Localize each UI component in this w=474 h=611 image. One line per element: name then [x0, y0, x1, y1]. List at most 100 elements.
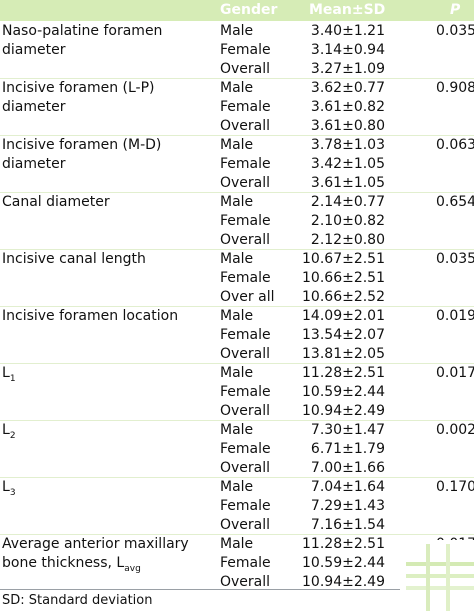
group-divider	[0, 249, 474, 250]
parameter-label-main: L	[2, 479, 10, 495]
group-divider	[0, 192, 474, 193]
mean-sd-cell: 10.66±2.52	[302, 289, 385, 305]
table-row: L2 Male 7.30±1.47 0.002	[0, 421, 474, 441]
gender-cell: Male	[220, 194, 254, 210]
mean-sd-cell: 10.94±2.49	[302, 403, 385, 419]
parameter-label-text: Average anterior maxillary	[2, 536, 189, 552]
gender-cell: Overall	[220, 517, 271, 533]
parameter-label-text: Incisive foramen (L-P)	[2, 80, 155, 96]
mean-sd-cell: 3.27±1.09	[310, 61, 385, 77]
parameter-label-text: Incisive foramen location	[2, 308, 179, 324]
table-row: Female 2.10±0.82	[0, 212, 474, 231]
mean-sd-cell: 3.61±1.05	[310, 175, 385, 191]
gender-cell: Female	[220, 498, 271, 514]
mean-sd-cell: 7.00±1.66	[310, 460, 385, 476]
table-row: diameter Female 3.61±0.82	[0, 98, 474, 117]
gender-cell: Male	[220, 479, 254, 495]
p-value-cell: 0.019	[436, 308, 474, 324]
gender-cell: Female	[220, 99, 271, 115]
table-row: L1 Male 11.28±2.51 0.017	[0, 364, 474, 384]
p-value-cell: 0.9086	[436, 80, 474, 96]
gender-cell: Overall	[220, 61, 271, 77]
group-divider	[0, 477, 474, 478]
table-row: Incisive foramen location Male 14.09±2.01 0…	[0, 307, 474, 326]
mean-sd-cell: 7.29±1.43	[310, 498, 385, 514]
p-value-cell: 0.170	[436, 479, 474, 495]
table-row: Canal diameter Male 2.14±0.77 0.6546	[0, 193, 474, 212]
table-row: Overall 2.12±0.80	[0, 231, 474, 250]
parameter-label-text: bone thickness, L	[2, 555, 125, 571]
table-row: Incisive canal length Male 10.67±2.51 0.035…	[0, 250, 474, 269]
group-divider	[0, 420, 474, 421]
gender-cell: Male	[220, 308, 254, 324]
mean-sd-cell: 11.28±2.51	[302, 365, 385, 381]
table-row: Female 6.71±1.79	[0, 440, 474, 459]
parameter-label: Naso-palatine foramen	[2, 22, 162, 41]
table-header: Gender Mean±SD P	[0, 0, 474, 21]
gender-cell: Female	[220, 441, 271, 457]
table-row: diameter Female 3.42±1.05	[0, 155, 474, 174]
table-row: Over all 10.66±2.52	[0, 288, 474, 307]
parameter-label-text: diameter	[2, 156, 66, 172]
table-row: Overall 3.61±0.80	[0, 117, 474, 136]
gender-cell: Male	[220, 422, 254, 438]
gender-cell: Female	[220, 327, 271, 343]
gender-cell: Male	[220, 251, 254, 267]
parameter-label: Incisive foramen location	[2, 307, 178, 326]
parameter-label: diameter	[2, 155, 65, 174]
parameter-label: Average anterior maxillary	[2, 535, 189, 554]
mean-sd-cell: 13.81±2.05	[302, 346, 385, 362]
p-value-cell: 0.6546	[436, 194, 474, 210]
table-row: Incisive foramen (M-D) Male 3.78±1.03 0.063…	[0, 136, 474, 155]
mean-sd-cell: 10.59±2.44	[302, 555, 385, 571]
group-divider	[0, 78, 474, 79]
column-header-mean-sd: Mean±SD	[309, 2, 386, 18]
p-value-cell: 0.017	[436, 536, 474, 552]
gender-cell: Overall	[220, 574, 271, 590]
parameter-label-text: diameter	[2, 42, 66, 58]
parameter-label-text: Incisive foramen (M-D)	[2, 137, 162, 153]
parameter-label: Incisive foramen (M-D)	[2, 136, 161, 155]
mean-sd-cell: 6.71±1.79	[310, 441, 385, 457]
p-value-cell: 0.0356	[436, 23, 474, 39]
gender-cell: Female	[220, 156, 271, 172]
gender-cell: Female	[220, 384, 271, 400]
parameter-label-text: Canal diameter	[2, 194, 110, 210]
mean-sd-cell: 2.12±0.80	[310, 232, 385, 248]
gender-cell: Overall	[220, 403, 271, 419]
table-row: L3 Male 7.04±1.64 0.170	[0, 478, 474, 498]
gender-cell: Male	[220, 365, 254, 381]
gender-cell: Female	[220, 42, 271, 58]
group-divider	[0, 534, 474, 535]
table-row: Naso-palatine foramen Male 3.40±1.21 0.0356	[0, 22, 474, 41]
parameter-label-main: L	[2, 422, 10, 438]
table-row: Female 10.66±2.51	[0, 269, 474, 288]
parameter-label: bone thickness, Lavg	[2, 554, 141, 574]
gender-cell: Over all	[220, 289, 275, 305]
mean-sd-cell: 3.61±0.82	[310, 99, 385, 115]
table-row: Overall 7.16±1.54	[0, 516, 474, 535]
table-row: Average anterior maxillary Male 11.28±2.51…	[0, 535, 474, 554]
column-header-gender: Gender	[220, 2, 278, 18]
mean-sd-cell: 3.62±0.77	[310, 80, 385, 96]
group-divider	[0, 306, 474, 307]
p-value-cell: 0.0630	[436, 137, 474, 153]
mean-sd-cell: 2.14±0.77	[310, 194, 385, 210]
table-row: Overall 13.81±2.05	[0, 345, 474, 364]
mean-sd-cell: 2.10±0.82	[310, 213, 385, 229]
gender-cell: Overall	[220, 346, 271, 362]
p-value-cell: 0.017	[436, 365, 474, 381]
column-header-p-value: P	[450, 2, 461, 18]
gender-cell: Overall	[220, 460, 271, 476]
mean-sd-cell: 10.59±2.44	[302, 384, 385, 400]
table-row: Incisive foramen (L-P) Male 3.62±0.77 0.908…	[0, 79, 474, 98]
mean-sd-cell: 3.40±1.21	[310, 23, 385, 39]
parameter-label: Incisive canal length	[2, 250, 146, 269]
parameter-label-text: diameter	[2, 99, 66, 115]
mean-sd-cell: 10.66±2.51	[302, 270, 385, 286]
mean-sd-cell: 3.61±0.80	[310, 118, 385, 134]
parameter-label: diameter	[2, 41, 65, 60]
parameter-label: L1	[2, 364, 16, 384]
mean-sd-cell: 10.67±2.51	[302, 251, 385, 267]
